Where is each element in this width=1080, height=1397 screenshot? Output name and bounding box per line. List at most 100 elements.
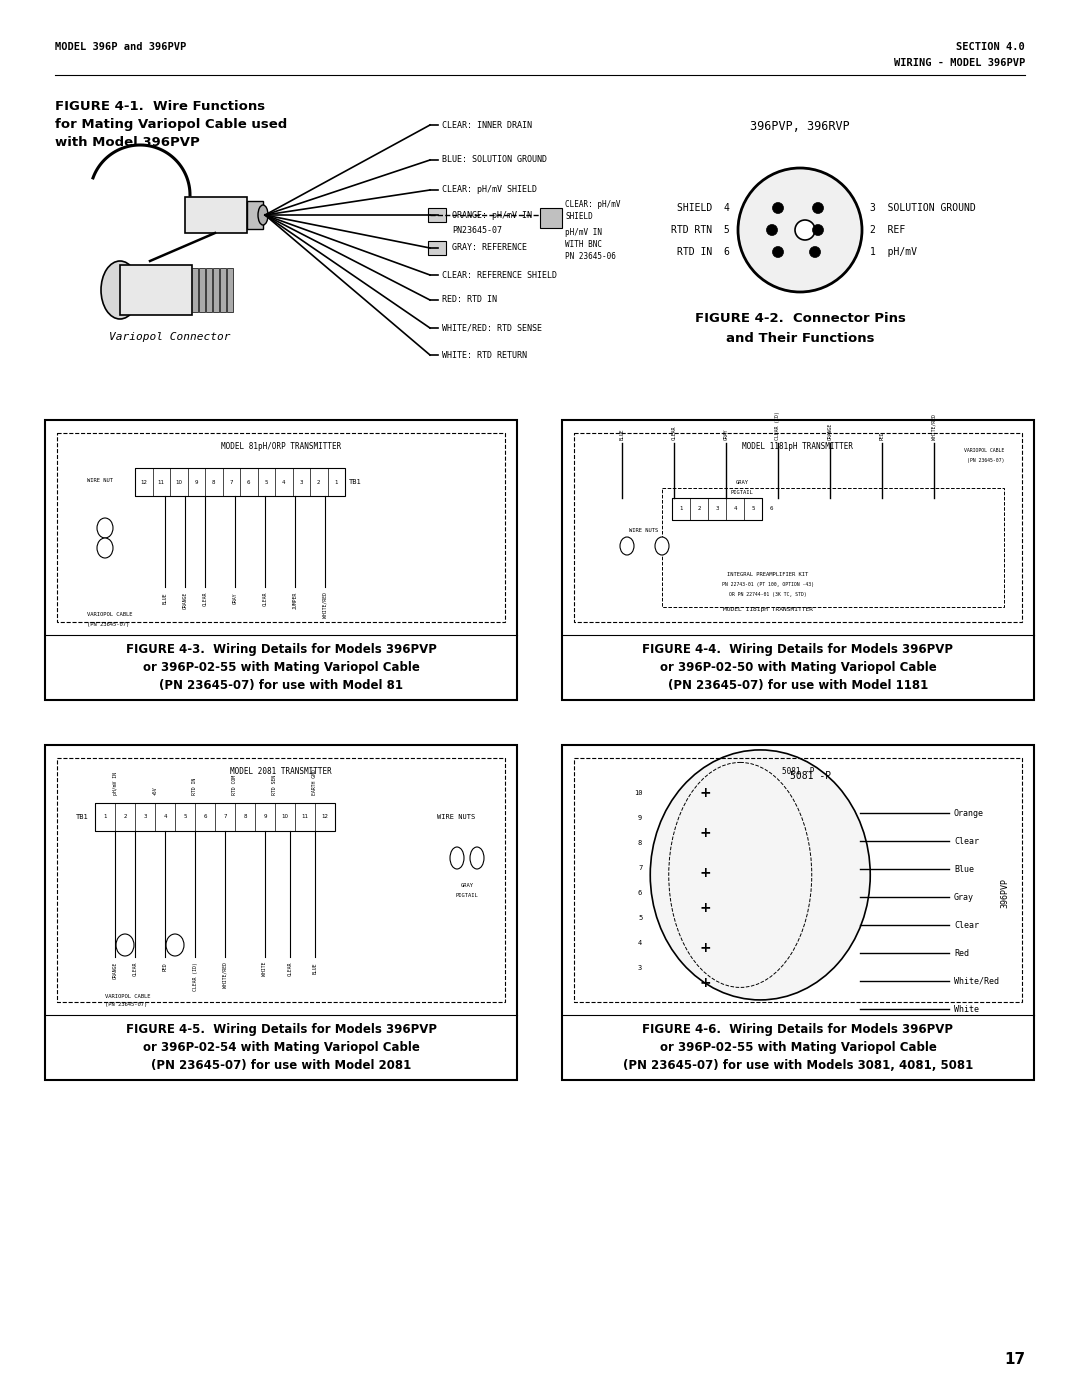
Text: WHITE/RED: WHITE/RED xyxy=(323,592,327,617)
Bar xyxy=(220,268,226,312)
Text: 11: 11 xyxy=(301,814,309,820)
Text: CLEAR: CLEAR xyxy=(203,592,207,606)
Text: RTD IN  6: RTD IN 6 xyxy=(677,247,730,257)
Text: RTD SEN: RTD SEN xyxy=(272,775,278,795)
Circle shape xyxy=(810,246,821,257)
Text: MODEL 1181pH TRANSMITTER: MODEL 1181pH TRANSMITTER xyxy=(743,441,853,451)
Ellipse shape xyxy=(450,847,464,869)
Text: 3: 3 xyxy=(299,479,303,485)
Bar xyxy=(562,420,1034,700)
Bar xyxy=(199,268,205,312)
Text: 396PVP: 396PVP xyxy=(1000,877,1009,908)
Text: 2: 2 xyxy=(698,507,701,511)
Text: 3: 3 xyxy=(638,965,643,971)
Text: 2  REF: 2 REF xyxy=(870,225,905,235)
Text: CLEAR (ID): CLEAR (ID) xyxy=(192,963,198,990)
Bar xyxy=(213,268,219,312)
Text: BLUE: BLUE xyxy=(312,963,318,974)
Text: or 396P-02-54 with Mating Variopol Cable: or 396P-02-54 with Mating Variopol Cable xyxy=(143,1041,419,1053)
Text: 3: 3 xyxy=(144,814,147,820)
Text: RTD COM: RTD COM xyxy=(232,775,238,795)
Text: GRAY: REFERENCE: GRAY: REFERENCE xyxy=(453,243,527,253)
Text: 11: 11 xyxy=(158,479,165,485)
Text: or 396P-02-55 with Mating Variopol Cable: or 396P-02-55 with Mating Variopol Cable xyxy=(143,661,419,673)
Text: Orange: Orange xyxy=(954,809,984,817)
Text: (PN 23645-07): (PN 23645-07) xyxy=(87,622,130,627)
Text: +: + xyxy=(700,977,711,990)
Text: (PN 23645-07): (PN 23645-07) xyxy=(105,1002,147,1007)
Text: 1: 1 xyxy=(679,507,683,511)
Text: GRAY: GRAY xyxy=(724,429,729,440)
Text: FIGURE 4-3.  Wiring Details for Models 396PVP: FIGURE 4-3. Wiring Details for Models 39… xyxy=(125,643,436,657)
Text: FIGURE 4-5.  Wiring Details for Models 396PVP: FIGURE 4-5. Wiring Details for Models 39… xyxy=(125,1023,436,1037)
Text: ORANGE: ORANGE xyxy=(183,592,188,609)
Text: VARIOPOL CABLE: VARIOPOL CABLE xyxy=(87,612,133,617)
Text: 5: 5 xyxy=(184,814,187,820)
Text: ORANGE: ORANGE xyxy=(112,963,118,979)
Text: 5: 5 xyxy=(265,479,268,485)
Text: WIRING - MODEL 396PVP: WIRING - MODEL 396PVP xyxy=(894,59,1025,68)
Text: FIGURE 4-6.  Wiring Details for Models 396PVP: FIGURE 4-6. Wiring Details for Models 39… xyxy=(643,1023,954,1037)
Text: BLUE: BLUE xyxy=(162,592,167,604)
Text: RED: RTD IN: RED: RTD IN xyxy=(442,296,497,305)
Text: CLEAR: CLEAR xyxy=(133,963,137,977)
Text: BLUE: SOLUTION GROUND: BLUE: SOLUTION GROUND xyxy=(442,155,546,165)
Text: and Their Functions: and Their Functions xyxy=(726,332,874,345)
Text: CLEAR: pH/mV: CLEAR: pH/mV xyxy=(565,200,621,210)
Text: RTD RTN  5: RTD RTN 5 xyxy=(672,225,730,235)
Text: Variopol Connector: Variopol Connector xyxy=(109,332,231,342)
Text: WIRE NUTS: WIRE NUTS xyxy=(437,814,475,820)
Bar xyxy=(185,197,247,233)
Text: RED: RED xyxy=(162,963,167,971)
Bar xyxy=(120,265,192,314)
Text: 9: 9 xyxy=(264,814,267,820)
Text: GRAY: GRAY xyxy=(735,481,748,485)
Text: CLEAR: CLEAR xyxy=(287,963,293,977)
Circle shape xyxy=(772,246,783,257)
Text: 5: 5 xyxy=(638,915,643,921)
Text: 17: 17 xyxy=(1004,1352,1025,1368)
Text: 10: 10 xyxy=(634,789,643,796)
Text: PN23645-07: PN23645-07 xyxy=(453,226,502,235)
Text: 8: 8 xyxy=(212,479,216,485)
Text: pH/mV IN: pH/mV IN xyxy=(112,773,118,795)
Text: CLEAR (ID): CLEAR (ID) xyxy=(775,411,781,440)
Ellipse shape xyxy=(258,205,268,225)
Text: PN 23645-06: PN 23645-06 xyxy=(565,251,616,261)
Text: 4: 4 xyxy=(282,479,285,485)
Text: (PN 23645-07) for use with Model 2081: (PN 23645-07) for use with Model 2081 xyxy=(151,1059,411,1071)
Text: 9: 9 xyxy=(194,479,198,485)
Bar xyxy=(57,759,505,1002)
Ellipse shape xyxy=(650,750,870,1000)
Text: (PN 23645-07) for use with Model 1181: (PN 23645-07) for use with Model 1181 xyxy=(667,679,928,692)
Bar xyxy=(45,745,517,1080)
Text: MODEL 1181pH TRANSMITTER: MODEL 1181pH TRANSMITTER xyxy=(723,608,813,612)
Text: VARIOPOL CABLE: VARIOPOL CABLE xyxy=(105,995,150,999)
Text: PIGTAIL: PIGTAIL xyxy=(456,893,478,898)
Text: TB1: TB1 xyxy=(77,814,89,820)
Text: SHIELD  4: SHIELD 4 xyxy=(677,203,730,212)
Text: 6: 6 xyxy=(638,890,643,895)
Text: ORANGE: pH/mV IN: ORANGE: pH/mV IN xyxy=(453,211,532,219)
Text: CLEAR: CLEAR xyxy=(262,592,268,606)
Bar xyxy=(192,268,198,312)
Bar xyxy=(247,201,264,229)
Text: EARTH GND: EARTH GND xyxy=(312,770,318,795)
Bar xyxy=(573,759,1022,1002)
Text: 7: 7 xyxy=(638,865,643,870)
Text: WHITE: RTD RETURN: WHITE: RTD RETURN xyxy=(442,351,527,359)
Ellipse shape xyxy=(102,261,139,319)
Text: 5: 5 xyxy=(752,507,755,511)
Circle shape xyxy=(812,225,824,236)
Bar xyxy=(206,268,212,312)
Text: INTEGRAL PREAMPLIFIER KIT: INTEGRAL PREAMPLIFIER KIT xyxy=(727,571,809,577)
Ellipse shape xyxy=(97,538,113,557)
Text: +: + xyxy=(700,901,711,915)
Text: 6: 6 xyxy=(247,479,251,485)
Text: (PN 23645-07) for use with Models 3081, 4081, 5081: (PN 23645-07) for use with Models 3081, … xyxy=(623,1059,973,1071)
Text: 1: 1 xyxy=(335,479,338,485)
Circle shape xyxy=(738,168,862,292)
Bar xyxy=(428,242,446,256)
Text: WITH BNC: WITH BNC xyxy=(565,240,602,249)
Text: +: + xyxy=(700,787,711,800)
